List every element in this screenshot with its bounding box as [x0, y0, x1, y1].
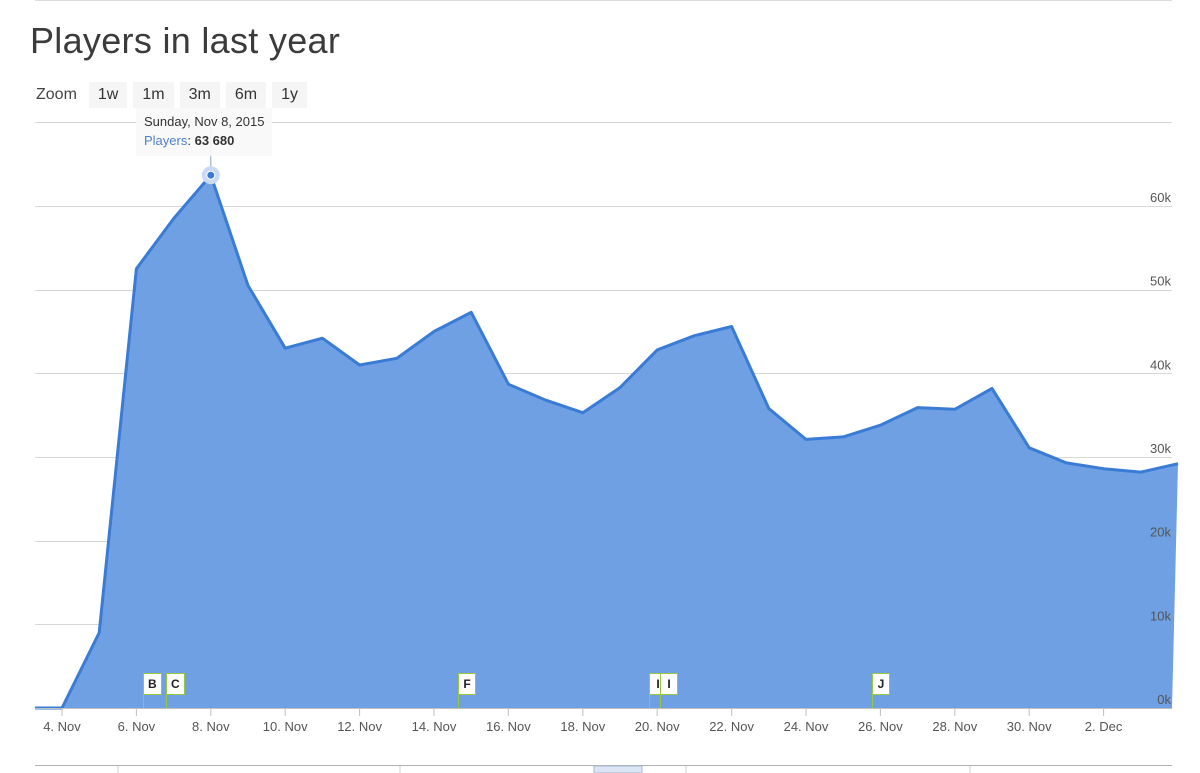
x-tick-label: 12. Nov [337, 719, 382, 734]
zoom-6m-button[interactable]: 6m [225, 82, 267, 108]
x-tick-label: 20. Nov [635, 719, 680, 734]
event-flag-i[interactable]: I [660, 673, 678, 695]
y-tick-label: 50k [1150, 274, 1171, 289]
event-flag-j[interactable]: J [872, 673, 890, 695]
zoom-1w-button[interactable]: 1w [88, 82, 128, 108]
y-tick-label: 40k [1150, 357, 1171, 372]
x-tick-label: 18. Nov [560, 719, 605, 734]
y-tick-label: 30k [1150, 441, 1171, 456]
y-tick-label: 10k [1150, 608, 1171, 623]
navigator-handle [593, 765, 643, 773]
top-divider [35, 0, 1172, 1]
event-flag-b[interactable]: B [143, 673, 162, 695]
y-tick-label: 60k [1150, 190, 1171, 205]
x-tick-label: 26. Nov [858, 719, 903, 734]
zoom-3m-button[interactable]: 3m [179, 82, 220, 108]
zoom-label: Zoom [36, 86, 77, 103]
y-tick-label: 20k [1150, 525, 1171, 540]
zoom-selector: Zoom 1w 1m 3m 6m 1y [36, 82, 307, 108]
chart-title: Players in last year [30, 20, 341, 61]
tooltip-value: 63 680 [194, 133, 235, 148]
x-tick-label: 30. Nov [1007, 719, 1052, 734]
y-axis: 0k 10k 20k 30k 40k 50k 60k [1150, 190, 1171, 707]
hover-point [206, 170, 216, 180]
x-axis: 4. Nov 6. Nov 8. Nov 10. Nov 12. Nov 14. Nov 1… [35, 708, 1172, 734]
y-tick-label: 0k [1157, 692, 1171, 707]
x-tick-label: 24. Nov [784, 719, 829, 734]
x-tick-label: 2. Dec [1085, 719, 1123, 734]
tooltip-value-row: Players: 63 680 [144, 133, 235, 148]
x-tick-label: 22. Nov [709, 719, 754, 734]
x-tick-label: 8. Nov [192, 719, 230, 734]
x-tick-label: 14. Nov [412, 719, 457, 734]
players-series [35, 166, 1179, 710]
event-flag-c[interactable]: C [166, 673, 185, 695]
tooltip-series-label: Players [144, 133, 188, 148]
zoom-1m-button[interactable]: 1m [133, 82, 174, 108]
x-tick-label: 10. Nov [263, 719, 308, 734]
x-tick-label: 28. Nov [932, 719, 977, 734]
players-area [35, 175, 1178, 708]
event-flag-f[interactable]: F [458, 673, 476, 695]
navigator-strip [35, 765, 1172, 773]
x-tick-label: 4. Nov [43, 719, 81, 734]
tooltip: Sunday, Nov 8, 2015 Players: 63 680 [136, 108, 273, 156]
players-line [35, 173, 1179, 710]
x-tick-label: 16. Nov [486, 719, 531, 734]
tooltip-date: Sunday, Nov 8, 2015 [144, 114, 265, 129]
x-tick-label: 6. Nov [118, 719, 156, 734]
zoom-1y-button[interactable]: 1y [272, 82, 307, 108]
